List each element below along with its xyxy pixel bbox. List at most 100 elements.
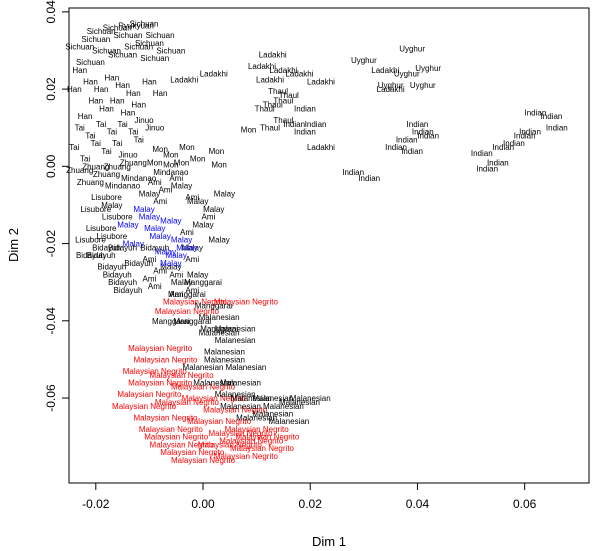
point-label: Mon xyxy=(211,160,227,169)
point-label: Ami xyxy=(159,186,173,195)
point-label: Malanesian xyxy=(225,363,266,372)
point-label: Ami xyxy=(169,174,183,183)
point-label: Han xyxy=(110,97,125,106)
point-label: Malaysian Negrito xyxy=(150,371,215,380)
point-label: Zhuang xyxy=(104,162,131,171)
point-label: Mindanao xyxy=(153,168,189,177)
point-label: Malanesian xyxy=(220,379,261,388)
point-label: Han xyxy=(115,81,130,90)
point-label: Lisubore xyxy=(80,205,111,214)
point-label: Tai xyxy=(96,120,106,129)
point-label: Malanesian xyxy=(252,409,293,418)
point-label: Sichuan xyxy=(108,50,137,59)
point-label: Tai xyxy=(80,155,90,164)
point-label: Uyghur xyxy=(410,81,436,90)
point-label: Malaysian Negrito xyxy=(133,413,198,422)
point-label: Malanesian xyxy=(236,413,277,422)
point-label: Malay xyxy=(192,220,213,229)
point-label: Malaysian Negrito xyxy=(155,398,220,407)
point-label: Manggarai xyxy=(200,325,238,334)
point-label: Indian xyxy=(401,147,423,156)
point-label: Mon xyxy=(179,143,195,152)
x-axis: -0.02 0.00 0.02 0.04 0.06 xyxy=(82,483,537,511)
point-label: Lisubore xyxy=(91,193,122,202)
point-label: Han xyxy=(67,85,82,94)
point-label: Indian xyxy=(294,128,316,137)
point-label: Malaysian Negrito xyxy=(128,379,193,388)
point-label: Mon xyxy=(174,158,190,167)
point-label: Indian xyxy=(541,112,563,121)
point-label: Sichuan xyxy=(130,19,159,28)
point-label: Manggarai xyxy=(152,317,190,326)
point-label: Uyghur xyxy=(394,70,420,79)
point-label: Bidayuh xyxy=(114,286,143,295)
point-label: Sichuan xyxy=(156,46,185,55)
point-label: Ladakhi xyxy=(256,75,284,84)
y-tick-label: 0.02 xyxy=(44,77,58,101)
point-label: Tai xyxy=(75,124,85,133)
point-label: Malaysian Negrito xyxy=(230,444,295,453)
point-label: Indian xyxy=(519,128,541,137)
point-label: Sichuan xyxy=(87,27,116,36)
point-label: Lisubore xyxy=(86,224,117,233)
point-label: Ami xyxy=(169,290,183,299)
point-label: Tai xyxy=(91,139,101,148)
point-label: Zhuang xyxy=(82,162,109,171)
point-label: Bidayuh xyxy=(92,243,121,252)
point-label: Manggarai xyxy=(168,290,206,299)
point-label: Malanesian xyxy=(231,394,272,403)
point-label: Mon xyxy=(163,151,179,160)
point-label: Han xyxy=(142,77,157,86)
point-label: Lisubore xyxy=(75,236,106,245)
y-tick-label: -0.02 xyxy=(44,230,58,258)
point-label: Indian xyxy=(476,164,498,173)
point-label: Malanesian xyxy=(204,348,245,357)
point-label: Jinuo xyxy=(134,116,154,125)
point-label: Sichuan xyxy=(135,39,164,48)
point-label: Han xyxy=(105,74,120,83)
point-label: Malaysian Negrito xyxy=(160,448,225,457)
y-tick-label: 0.00 xyxy=(44,154,58,178)
point-label: Han xyxy=(126,89,141,98)
point-label: Ladakhi xyxy=(259,50,287,59)
point-label: Bidayuh xyxy=(97,263,126,272)
point-label: Uyghur xyxy=(378,81,404,90)
point-label: Malaysian Negrito xyxy=(198,440,263,449)
point-label: Indian xyxy=(305,120,327,129)
point-label: Ami xyxy=(153,267,167,276)
point-label: Lisubore xyxy=(102,213,133,222)
point-label: Malaysian Negrito xyxy=(187,417,252,426)
point-label: Ladakhi xyxy=(371,66,399,75)
point-label: Malanesian xyxy=(215,336,256,345)
point-label: Malaysian Negrito xyxy=(117,390,182,399)
point-label: Jinuo xyxy=(145,124,165,133)
point-label: Mon xyxy=(152,145,168,154)
point-label: Ami xyxy=(180,228,194,237)
point-label: Malaysian Negrito xyxy=(150,440,215,449)
point-label: Thaul xyxy=(273,116,293,125)
point-label: Malaysian Negrito xyxy=(163,297,228,306)
point-label: Han xyxy=(83,77,98,86)
point-label: Tai xyxy=(107,128,117,137)
point-label: Malay xyxy=(149,232,170,241)
point-label: Indian xyxy=(342,168,364,177)
point-label: Malay xyxy=(101,201,122,210)
point-label: Han xyxy=(99,104,114,113)
point-label: Malay xyxy=(166,251,187,260)
point-label: Tai xyxy=(85,131,95,140)
x-tick-label: 0.00 xyxy=(191,497,215,511)
point-label: Malaysian Negrito xyxy=(155,307,220,316)
point-label: Indian xyxy=(471,149,493,158)
point-label: Malay xyxy=(123,240,144,249)
point-label: Tai xyxy=(112,139,122,148)
point-label: Han xyxy=(131,101,146,110)
point-label: Malay xyxy=(160,259,181,268)
point-label: Ladakhi xyxy=(377,85,405,94)
x-axis-label: Dim 1 xyxy=(312,534,346,549)
point-label: Tai xyxy=(101,147,111,156)
point-label: Bidayuh xyxy=(87,251,116,260)
point-label: Zhuang xyxy=(120,158,147,167)
point-label: Malanesian xyxy=(279,398,320,407)
point-label: Han xyxy=(72,66,87,75)
point-label: Bidayuh xyxy=(140,243,169,252)
